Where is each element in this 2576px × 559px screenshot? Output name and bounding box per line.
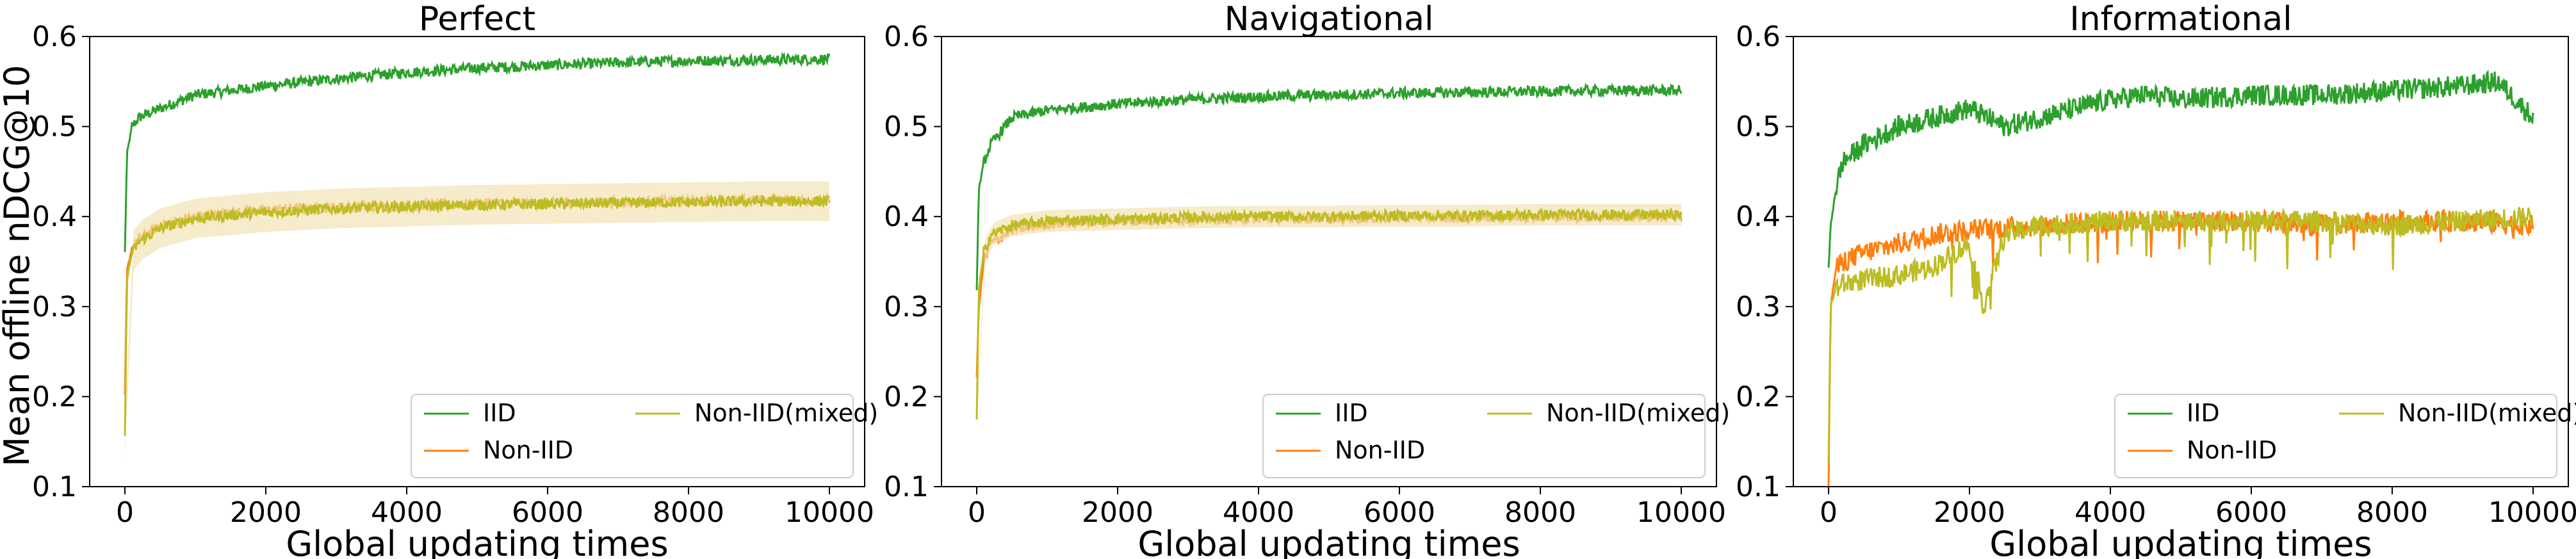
legend-label: Non-IID bbox=[483, 436, 573, 464]
y-tick-label: 0.5 bbox=[1736, 111, 1781, 143]
x-tick-label: 2000 bbox=[1934, 496, 2005, 529]
panel-2: Navigational 0.1 0.2 0.3 0.4 0.5 0.6 0 2000 4000 6… bbox=[884, 0, 1730, 559]
panel-title: Perfect bbox=[419, 0, 535, 38]
series-line-non-iid-mixed- bbox=[124, 192, 831, 436]
series-line-iid bbox=[1827, 70, 2534, 268]
legend: IID Non-IID Non-IID(mixed) bbox=[411, 394, 878, 478]
y-tick-label: 0.2 bbox=[1736, 380, 1781, 413]
series-line-non-iid-mixed- bbox=[975, 206, 1683, 420]
x-tick-label: 0 bbox=[116, 496, 134, 529]
x-tick-label: 10000 bbox=[2488, 496, 2576, 529]
legend: IID Non-IID Non-IID(mixed) bbox=[2114, 394, 2576, 478]
x-tick-label: 4000 bbox=[2075, 496, 2146, 529]
y-tick-label: 0.4 bbox=[1736, 200, 1781, 233]
x-tick-label: 8000 bbox=[1504, 496, 1576, 529]
x-tick-label: 0 bbox=[1820, 496, 1838, 529]
y-tick-label: 0.1 bbox=[1736, 471, 1781, 503]
x-tick-label: 10000 bbox=[1636, 496, 1726, 529]
y-tick-label: 0.3 bbox=[1736, 291, 1781, 323]
x-tick-label: 8000 bbox=[2356, 496, 2428, 529]
legend-label: Non-IID bbox=[1335, 436, 1425, 464]
y-tick-label: 0.6 bbox=[1736, 20, 1781, 53]
plot-area bbox=[975, 83, 1683, 430]
x-tick-label: 6000 bbox=[512, 496, 583, 529]
figure-ylabel: Mean offline nDCG@10 bbox=[0, 65, 37, 466]
panels: Perfect 0.1 0.2 0.3 0.4 0.5 0.6 0 2000 4000 6000 80… bbox=[32, 0, 2576, 559]
y-tick-label: 0.5 bbox=[32, 111, 77, 143]
x-tick-label: 6000 bbox=[2215, 496, 2287, 529]
legend-label: IID bbox=[483, 399, 516, 427]
series-line-iid bbox=[124, 51, 831, 252]
y-tick-label: 0.2 bbox=[884, 380, 929, 413]
axes-frame bbox=[941, 36, 1717, 487]
axes-frame bbox=[89, 36, 865, 487]
legend-box bbox=[1262, 394, 1706, 478]
x-axis-label: Global updating times bbox=[1989, 524, 2372, 559]
y-tick-label: 0.3 bbox=[32, 291, 77, 323]
plot-area bbox=[124, 51, 831, 457]
x-tick-label: 4000 bbox=[1223, 496, 1294, 529]
panel-title: Informational bbox=[2069, 0, 2292, 38]
series-band bbox=[977, 204, 1681, 430]
legend-box bbox=[2114, 394, 2557, 478]
x-tick-label: 10000 bbox=[785, 496, 874, 529]
axes-frame bbox=[1793, 36, 2569, 487]
x-tick-label: 6000 bbox=[1364, 496, 1435, 529]
x-tick-label: 2000 bbox=[1082, 496, 1153, 529]
series-band bbox=[125, 181, 829, 457]
legend-label: IID bbox=[1335, 399, 1368, 427]
legend-label: Non-IID bbox=[2187, 436, 2277, 464]
y-tick-label: 0.1 bbox=[884, 471, 929, 503]
plot-area bbox=[1827, 70, 2534, 487]
x-tick-label: 0 bbox=[968, 496, 986, 529]
legend-label: Non-IID(mixed) bbox=[2398, 399, 2576, 427]
legend-box bbox=[411, 394, 854, 478]
panel-3: Informational 0.1 0.2 0.3 0.4 0.5 0.6 0 2000 4000… bbox=[1736, 0, 2576, 559]
panel-1: Perfect 0.1 0.2 0.3 0.4 0.5 0.6 0 2000 4000 6000 80… bbox=[32, 0, 878, 559]
legend-label: Non-IID(mixed) bbox=[1546, 399, 1730, 427]
panel-title: Navigational bbox=[1225, 0, 1434, 38]
y-tick-label: 0.3 bbox=[884, 291, 929, 323]
y-tick-label: 0.5 bbox=[884, 111, 929, 143]
y-tick-label: 0.6 bbox=[884, 20, 929, 53]
y-tick-label: 0.1 bbox=[32, 471, 77, 503]
x-tick-label: 4000 bbox=[371, 496, 443, 529]
y-tick-label: 0.2 bbox=[32, 380, 77, 413]
y-tick-label: 0.6 bbox=[32, 20, 77, 53]
legend-label: IID bbox=[2187, 399, 2220, 427]
x-axis-label: Global updating times bbox=[286, 524, 668, 559]
y-tick-label: 0.4 bbox=[884, 200, 929, 233]
series-line-non-iid-mixed- bbox=[1827, 207, 2534, 463]
x-axis-label: Global updating times bbox=[1137, 524, 1520, 559]
y-tick-label: 0.4 bbox=[32, 200, 77, 233]
x-tick-label: 8000 bbox=[653, 496, 724, 529]
legend: IID Non-IID Non-IID(mixed) bbox=[1262, 394, 1730, 478]
series-line-iid bbox=[975, 83, 1683, 291]
x-tick-label: 2000 bbox=[230, 496, 302, 529]
legend-label: Non-IID(mixed) bbox=[694, 399, 878, 427]
series-line-non-iid bbox=[975, 207, 1683, 378]
